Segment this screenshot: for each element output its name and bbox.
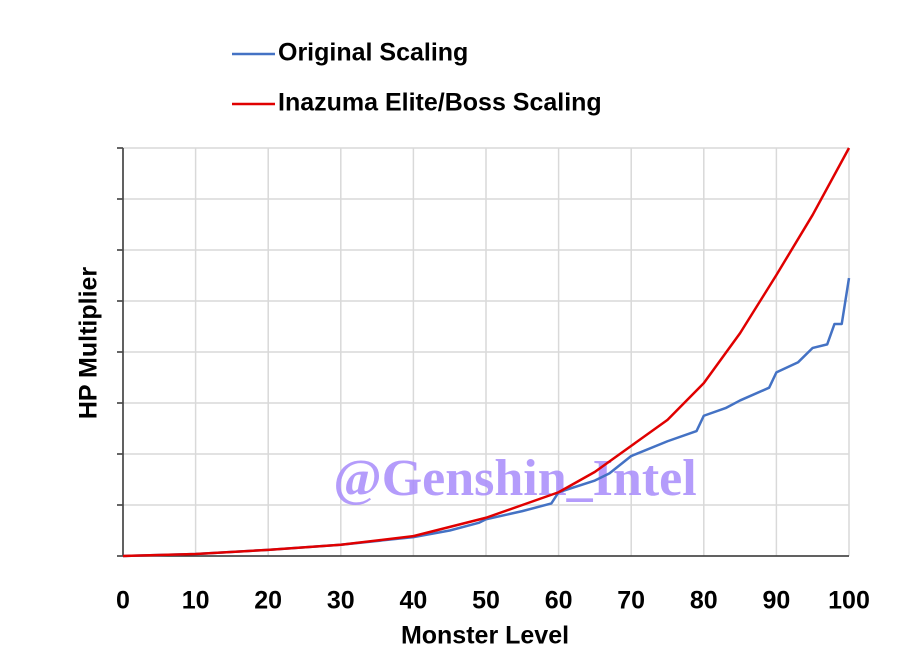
legend-label: Original Scaling: [278, 39, 468, 67]
x-tick-label: 50: [472, 587, 500, 615]
x-axis-label: Monster Level: [401, 622, 569, 650]
x-tick-label: 10: [182, 587, 210, 615]
y-axis-label: HP Multiplier: [75, 267, 103, 420]
x-tick-label: 60: [545, 587, 573, 615]
x-tick-label: 70: [617, 587, 645, 615]
legend-label: Inazuma Elite/Boss Scaling: [278, 89, 602, 117]
x-tick-label: 0: [116, 587, 130, 615]
x-tick-label: 90: [762, 587, 790, 615]
x-tick-label: 30: [327, 587, 355, 615]
x-tick-label: 20: [254, 587, 282, 615]
series-line: [122, 147, 851, 558]
watermark: @Genshin_Intel: [333, 450, 696, 507]
series-line: [122, 277, 851, 558]
x-tick-label: 40: [399, 587, 427, 615]
x-tick-label: 80: [690, 587, 718, 615]
x-tick-label: 100: [828, 587, 870, 615]
